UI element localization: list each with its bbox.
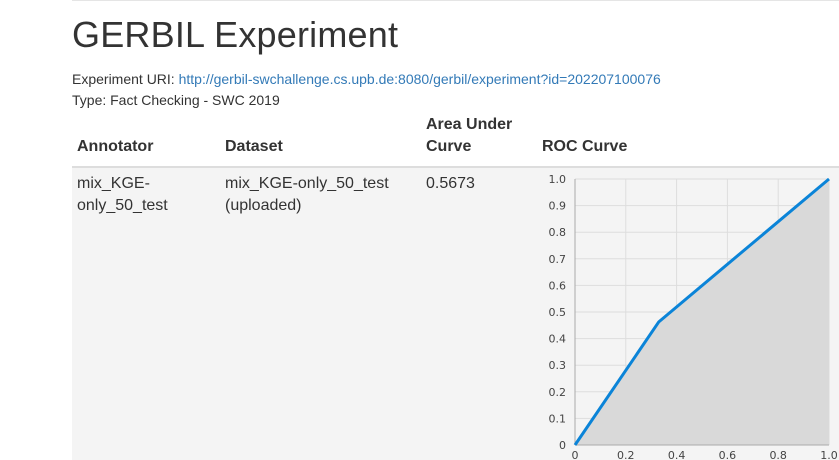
header-annotator: Annotator (77, 138, 154, 155)
y-tick-label: 0 (559, 439, 566, 452)
header-auc: Area Under Curve (426, 114, 512, 158)
roc-chart: 0 0.1 0.2 0.3 0.4 0.5 0.6 0.7 0.8 0.9 1.0 0 0.2 0.4 0.… (549, 173, 838, 460)
y-tick-label: 0.9 (549, 200, 567, 213)
x-tick-label: 0.6 (719, 449, 737, 460)
header-auc-line1: Area Under (426, 116, 513, 133)
y-tick-label: 0.5 (549, 306, 567, 319)
header-divider (72, 166, 839, 168)
roc-line (573, 177, 830, 446)
header-roc-curve: ROC Curve (542, 138, 628, 155)
page-title: GERBIL Experiment (72, 14, 399, 55)
y-tick-label: 0.3 (549, 359, 567, 372)
cell-dataset: mix_KGE-only_50_test (uploaded) (225, 173, 389, 217)
roc-chart-container: 0 0.1 0.2 0.3 0.4 0.5 0.6 0.7 0.8 0.9 1.0 0 0.2 0.4 0.… (538, 168, 839, 460)
annotator-line1: mix_KGE- (77, 175, 150, 192)
y-tick-label: 0.4 (549, 333, 567, 346)
roc-area (575, 179, 829, 445)
x-tick-label: 0 (572, 449, 579, 460)
cell-auc: 0.5673 (426, 175, 475, 192)
dataset-line2: (uploaded) (225, 197, 302, 214)
top-divider (72, 0, 839, 1)
y-tick-label: 0.8 (549, 226, 567, 239)
y-tick-label: 0.2 (549, 386, 567, 399)
annotator-line2: only_50_test (77, 197, 168, 214)
header-auc-line2: Curve (426, 138, 472, 155)
y-tick-label: 0.1 (549, 412, 567, 425)
experiment-uri-link[interactable]: http://gerbil-swchallenge.cs.upb.de:8080… (178, 71, 661, 87)
y-tick-label: 1.0 (549, 173, 567, 186)
header-dataset: Dataset (225, 138, 283, 155)
results-table: Annotator Dataset Area Under Curve ROC C… (72, 114, 839, 460)
cell-annotator: mix_KGE- only_50_test (77, 173, 168, 217)
x-tick-label: 0.4 (668, 449, 686, 460)
x-tick-label: 0.8 (769, 449, 787, 460)
y-tick-label: 0.7 (549, 253, 567, 266)
dataset-line1: mix_KGE-only_50_test (225, 175, 389, 192)
y-tick-label: 0.6 (549, 279, 567, 292)
experiment-uri-line: Experiment URI: http://gerbil-swchalleng… (72, 71, 661, 87)
experiment-uri-label: Experiment URI: (72, 71, 175, 87)
x-tick-label: 1.0 (820, 449, 838, 460)
x-tick-label: 0.2 (617, 449, 635, 460)
experiment-type: Type: Fact Checking - SWC 2019 (72, 92, 280, 108)
